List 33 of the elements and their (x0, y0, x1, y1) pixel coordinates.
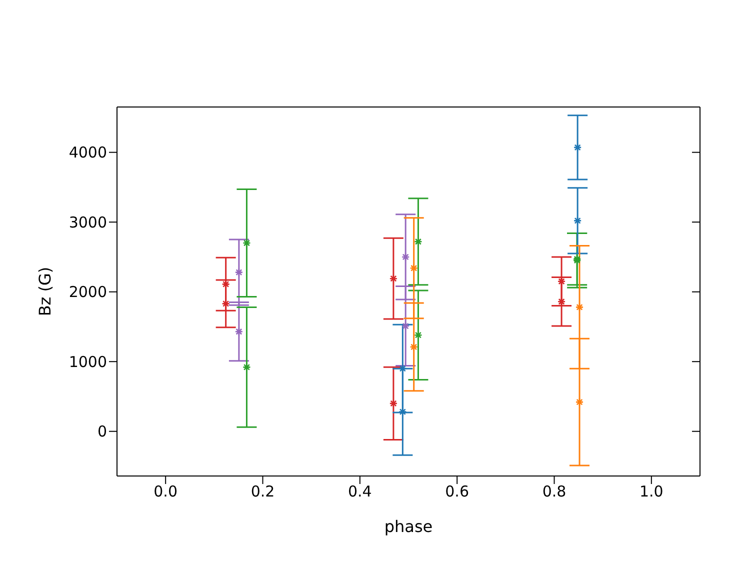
point (401, 322, 410, 330)
point (242, 363, 251, 372)
y-tick-label: 3000 (68, 213, 107, 232)
point (234, 268, 244, 276)
point (414, 330, 422, 340)
y-tick-label: 4000 (68, 144, 107, 162)
x-tick-label: 0.0 (154, 482, 178, 501)
point (222, 300, 230, 308)
point (410, 342, 418, 352)
point (398, 408, 407, 416)
x-tick-label: 0.2 (250, 482, 275, 501)
y-tick-label: 2000 (68, 283, 107, 302)
point (398, 364, 407, 373)
y-axis-title: Bz (G) (36, 266, 55, 316)
point (575, 398, 584, 406)
point (575, 303, 584, 312)
point (234, 327, 244, 336)
x-tick-label: 0.4 (348, 482, 372, 501)
x-tick-label: 0.8 (542, 482, 566, 501)
point (401, 252, 410, 262)
point (242, 238, 251, 248)
point (414, 237, 422, 246)
x-axis-title: phase (384, 517, 433, 536)
point (573, 216, 582, 225)
point (573, 143, 582, 152)
x-tick-label: 1.0 (639, 482, 664, 501)
point (557, 297, 566, 306)
y-tick-label: 0 (97, 422, 107, 441)
point (410, 264, 418, 272)
point (389, 274, 398, 283)
y-tick-label: 1000 (68, 352, 107, 371)
point (389, 399, 398, 408)
x-tick-label: 0.6 (445, 482, 470, 501)
